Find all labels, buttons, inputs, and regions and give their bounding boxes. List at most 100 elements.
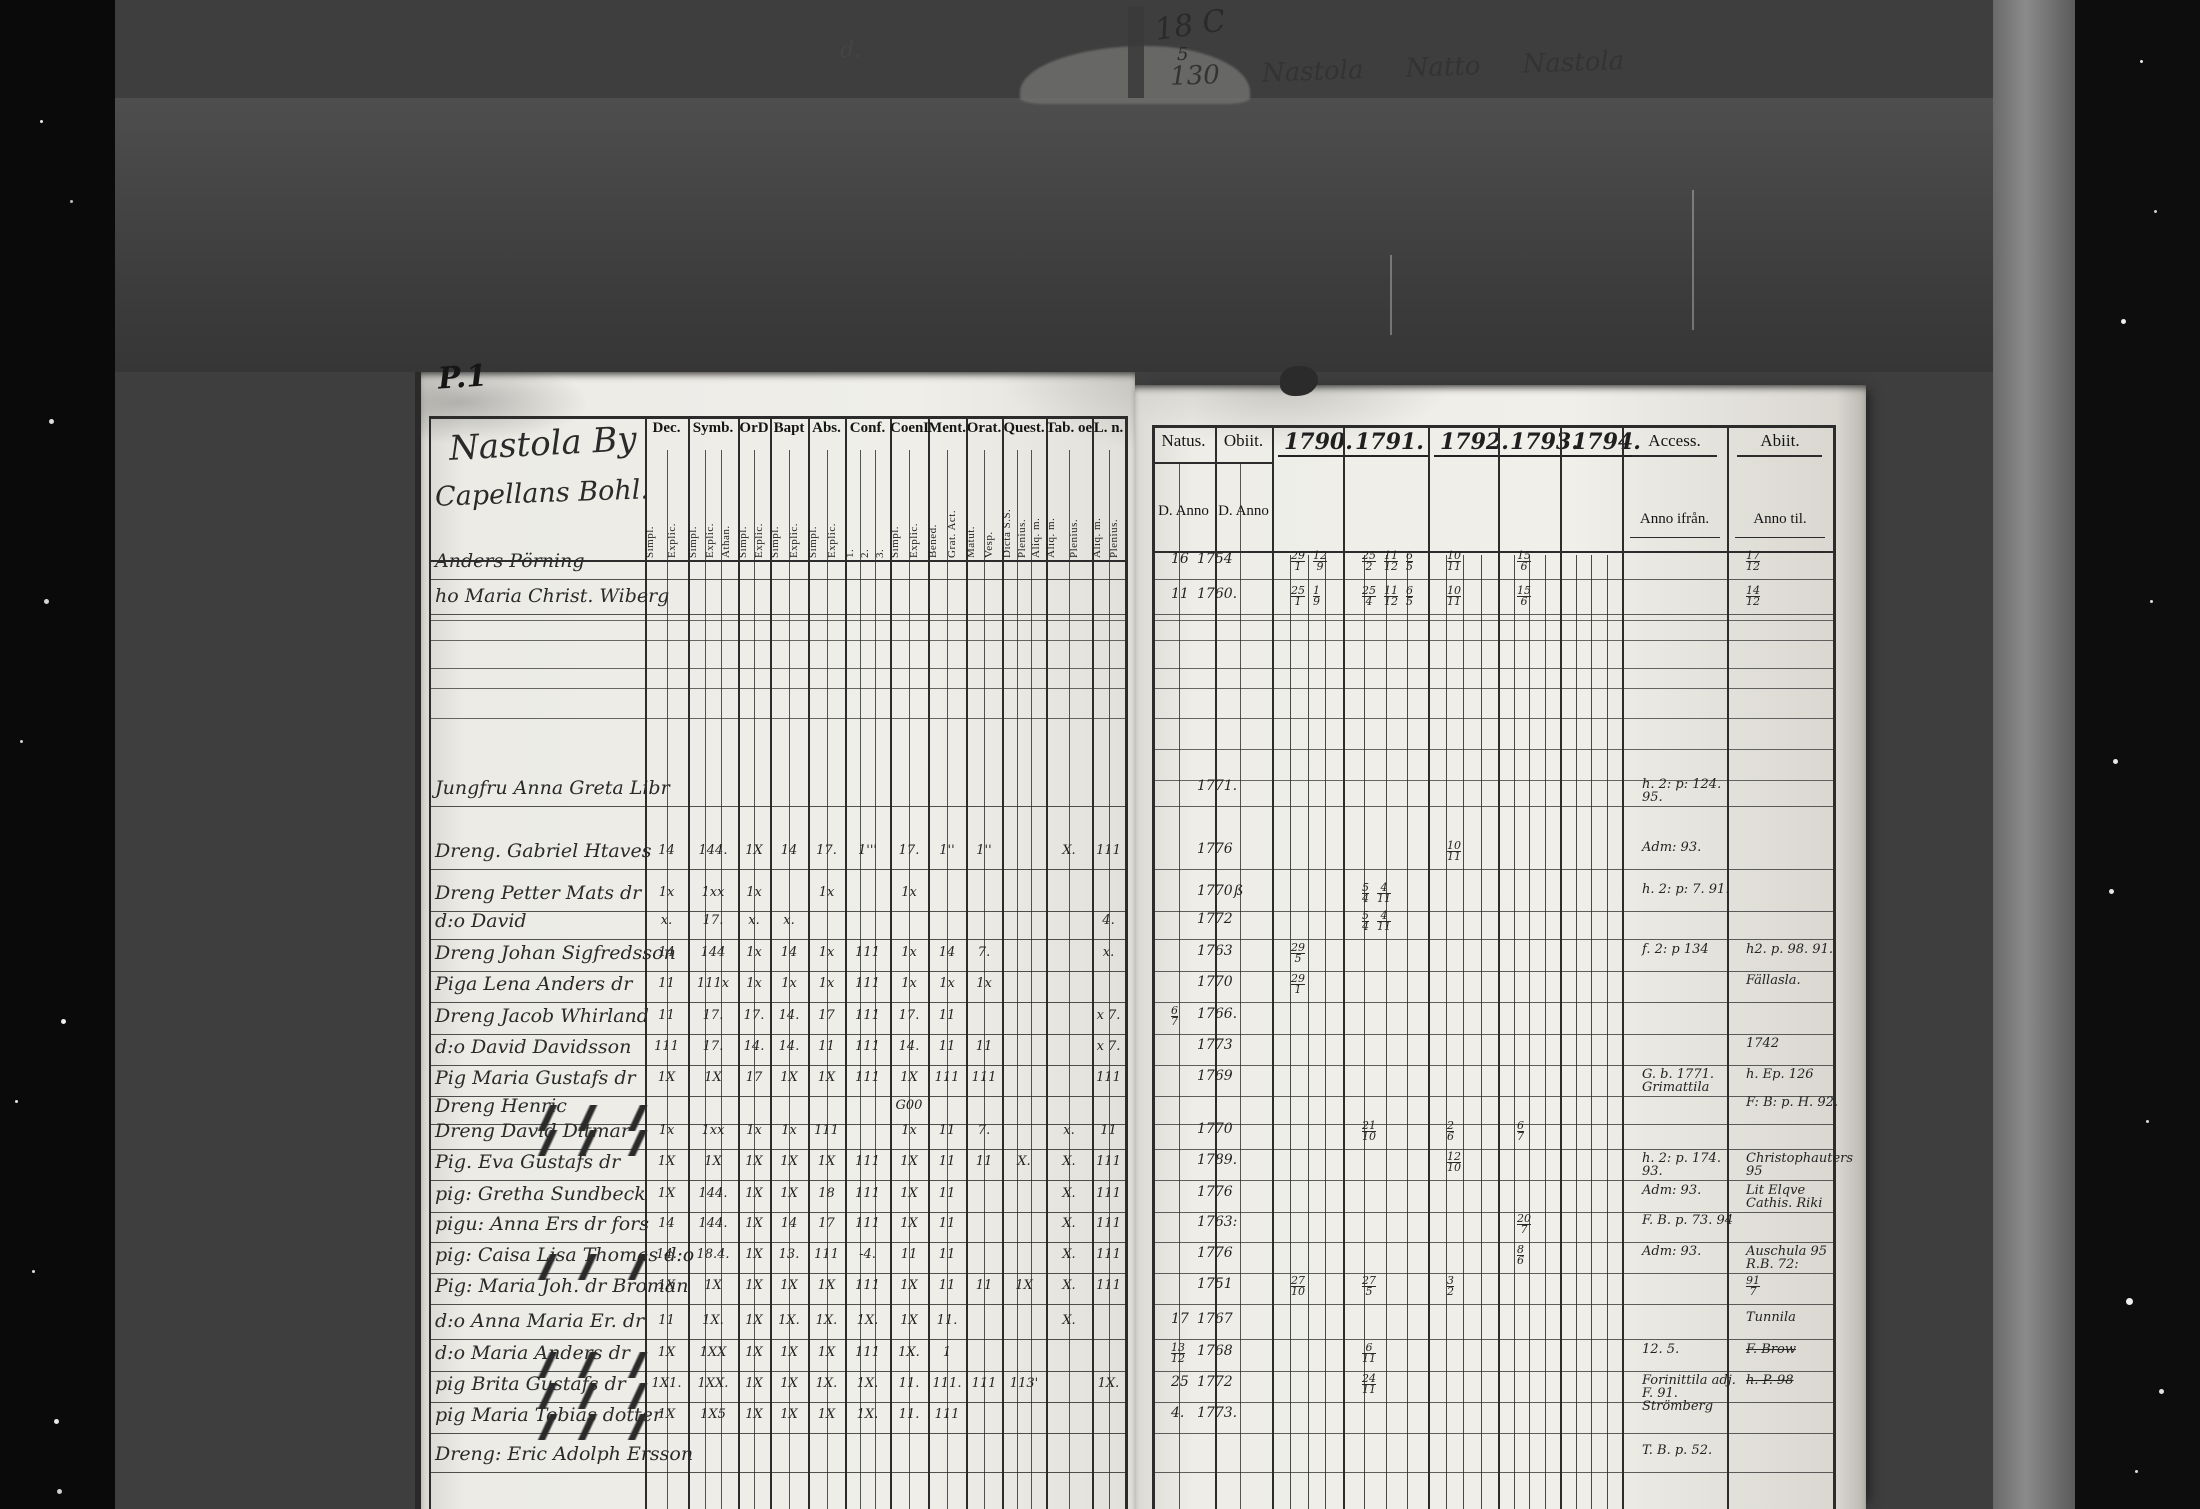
person-name: pig: Gretha Sundbeck <box>435 1183 646 1205</box>
attendance-mark: 1X <box>745 1407 763 1422</box>
subcolumn-label: Aliq. m. <box>1046 517 1057 558</box>
person-name: Dreng Henric <box>435 1095 665 1131</box>
attendance-mark: 1X <box>704 1154 722 1169</box>
attendance-mark: 1x <box>746 885 762 900</box>
attendance-mark: 18 <box>818 1186 835 1201</box>
cell-accessit: F. B. p. 73. 94 <box>1642 1213 1734 1228</box>
date-fraction: 21 10 <box>1362 1119 1376 1143</box>
attendance-mark: 18.4. <box>696 1247 730 1262</box>
attendance-mark: 11 <box>938 1216 956 1231</box>
column-group-label: L. n. <box>1093 420 1124 436</box>
attendance-mark: 14. <box>778 1008 800 1023</box>
cell-natus-anno: 1770 <box>1197 883 1233 899</box>
attendance-mark: 1x <box>658 1123 675 1138</box>
stray-ink-mark: d. <box>840 38 862 63</box>
person-name: d:o Anna Maria Er. dr <box>435 1310 645 1332</box>
record-row: 1770 21 10 2 6 6 7 <box>1152 1118 1833 1150</box>
column-group-label: Orat. <box>966 420 1002 436</box>
column-group-label: Abs. <box>812 420 841 436</box>
cell-y1791: 5 4 4 11 <box>1362 910 1444 932</box>
person-name: Dreng. Gabriel Htaves <box>435 840 652 862</box>
table-row: Dreng David Ditmar 1x 1xx 1x 1x 111 1x 11 7. x. 11 <box>431 1118 1127 1156</box>
subcolumn-label: Grat. Act. <box>947 509 958 558</box>
subcolumn-divider <box>704 450 706 1509</box>
attendance-mark: 1''' <box>858 843 877 858</box>
person-name: Pig. Eva Gustafs dr <box>435 1151 621 1173</box>
cell-natus-anno: 1751 <box>1197 1276 1233 1292</box>
subcolumn-label: Simpl. <box>808 525 819 558</box>
attendance-mark: 11 <box>938 1247 956 1262</box>
date-fraction: 6 11 <box>1362 1341 1376 1365</box>
table-row: Dreng: Eric Adolph Ersson <box>431 1441 1127 1473</box>
subcolumn-divider <box>666 450 668 1509</box>
attendance-mark: 1X1. <box>651 1376 682 1391</box>
person-name: Piga Lena Anders dr <box>435 973 633 995</box>
date-fraction: 4 11 <box>1377 881 1391 905</box>
subcolumn-divider <box>1069 450 1070 1509</box>
attendance-mark: 1X. <box>778 1313 800 1328</box>
attendance-mark: 11. <box>898 1407 920 1422</box>
attendance-mark: 111 <box>855 1186 880 1201</box>
attendance-mark: 1X <box>817 1278 836 1293</box>
year-subcolumn-line <box>1513 555 1515 1509</box>
attendance-mark: 1X <box>900 1186 918 1201</box>
cell-natus-anno: 1773 <box>1197 1037 1233 1053</box>
year-column-label: 1794. <box>1566 429 1647 457</box>
column-group-divider <box>890 416 892 1509</box>
attendance-mark: 111 <box>855 1008 880 1023</box>
attendance-mark: 14. <box>778 1039 800 1054</box>
subcolumn-label: 2. <box>860 548 871 558</box>
blank-ruled-line <box>431 620 1125 621</box>
table-row: Dreng Jacob Whirland 11 17. 17. 14. 17 111 17. 1… <box>431 1003 1127 1035</box>
attendance-mark: 17 <box>745 1070 763 1085</box>
cell-y1793: 15 6 <box>1517 550 1576 572</box>
year-subcolumn-line <box>1385 555 1387 1509</box>
attendance-mark: 1X <box>780 1376 798 1391</box>
attendance-mark: 11 <box>818 1039 835 1054</box>
attendance-mark: 17. <box>702 1039 724 1054</box>
cell-y1792: 10 11 <box>1447 839 1514 863</box>
cell-natus-anno: 1772 <box>1197 1374 1233 1390</box>
attendance-mark: 1X <box>780 1345 798 1360</box>
attendance-mark: 144. <box>698 1216 728 1231</box>
attendance-mark: 1X. <box>815 1313 838 1328</box>
column-group-label: Bapt <box>773 420 805 436</box>
subcolumn-label: Plenius. <box>1069 518 1080 558</box>
table-row: pig: Caisa Lisa Thomas d:o 14. 18.4. 1X 13. 1… <box>431 1242 1127 1280</box>
attendance-mark: 1X <box>657 1407 676 1422</box>
abiit-sub-underline <box>1735 537 1825 538</box>
record-row: T. B. p. 52. <box>1152 1441 1833 1473</box>
attendance-mark: 14 <box>780 1216 798 1231</box>
column-border <box>1152 425 1155 1509</box>
subcolumn-label: Vesp. <box>984 531 995 558</box>
record-row: 1772 5 4 4 11 <box>1152 908 1833 940</box>
person-name: d:o Maria Anders dr <box>435 1342 665 1378</box>
attendance-mark: 14 <box>938 945 956 960</box>
cell-accessit: Forinittila adj. F. 91. Strömberg <box>1642 1373 1736 1414</box>
date-fraction: 11 12 <box>1384 549 1398 573</box>
date-fraction: 25 2 <box>1362 549 1376 573</box>
year-subcolumn-line <box>1544 555 1546 1509</box>
attendance-mark: 1X <box>817 1070 836 1085</box>
attendance-mark: 111 <box>1096 1154 1121 1169</box>
blank-ruled-line <box>431 640 1125 641</box>
subcolumn-divider <box>860 450 861 1509</box>
subcolumn-label: Simpl. <box>738 525 749 558</box>
film-edge-right <box>2075 0 2200 1509</box>
attendance-mark: 111 <box>654 1039 679 1054</box>
cell-abiit: Lit Elqve Cathis. Riki <box>1746 1183 1823 1211</box>
attendance-mark: 11 <box>975 1278 993 1293</box>
date-fraction: 10 11 <box>1447 839 1461 863</box>
subcolumn-divider <box>947 450 948 1509</box>
column-group-divider <box>738 416 740 1509</box>
previous-frame-strip: d. 18 C 5 130 Nastola Natto Nastola <box>115 3 1993 104</box>
subcolumn-label: 3. <box>875 548 886 558</box>
record-row: 1773 1742 <box>1152 1034 1833 1066</box>
attendance-mark: 14. <box>898 1039 920 1054</box>
column-border <box>1428 425 1430 1509</box>
film-scratch <box>1390 255 1392 335</box>
attendance-mark: G00 <box>895 1098 923 1113</box>
cell-natus-anno: 1768 <box>1197 1343 1233 1359</box>
date-fraction: 12 10 <box>1447 1150 1461 1174</box>
